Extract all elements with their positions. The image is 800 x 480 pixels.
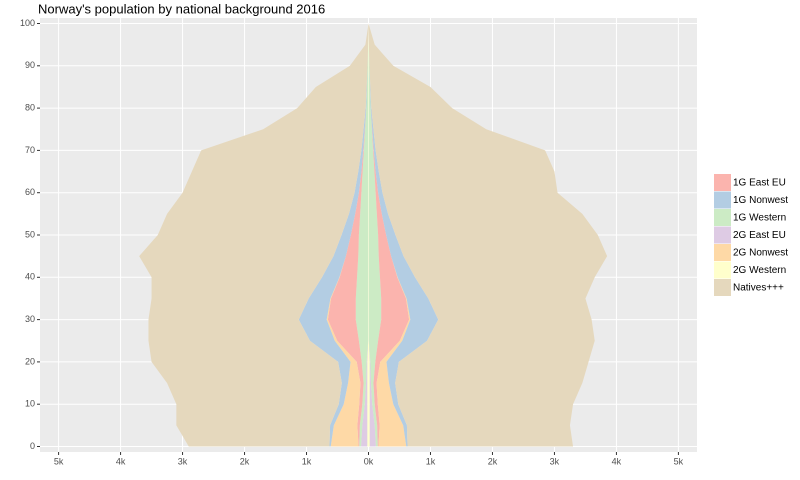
area xyxy=(355,23,369,447)
legend-label: 1G Western xyxy=(733,213,786,224)
area xyxy=(368,23,608,447)
y-tick-label: 20 xyxy=(25,356,35,366)
legend-label: 2G Nonwest xyxy=(733,248,788,259)
legend-key xyxy=(714,209,731,226)
y-tick-label: 60 xyxy=(25,187,35,197)
x-tick-label: 4k xyxy=(612,456,622,466)
y-tick-label: 10 xyxy=(25,399,35,409)
y-tick-label: 90 xyxy=(25,60,35,70)
x-tick-label: 1k xyxy=(426,456,436,466)
y-tick-label: 40 xyxy=(25,272,35,282)
x-tick-label: 1k xyxy=(302,456,312,466)
legend-label: 1G East EU xyxy=(733,178,786,189)
legend-key xyxy=(714,226,731,244)
area xyxy=(368,23,410,447)
x-tick-label: 2k xyxy=(240,456,250,466)
y-tick-label: 50 xyxy=(25,229,35,239)
y-tick-label: 0 xyxy=(30,441,35,451)
y-tick-label: 80 xyxy=(25,102,35,112)
area xyxy=(368,23,439,447)
legend-key xyxy=(714,261,731,279)
x-tick-label: 3k xyxy=(550,456,560,466)
area xyxy=(326,23,369,447)
x-tick-label: 3k xyxy=(178,456,188,466)
y-tick-label: 70 xyxy=(25,145,35,155)
y-tick-label: 30 xyxy=(25,314,35,324)
area xyxy=(139,23,369,447)
x-tick-label: 0k xyxy=(364,456,374,466)
legend-label: 1G Nonwest xyxy=(733,195,788,206)
legend-key xyxy=(714,244,731,261)
legend-key xyxy=(714,191,731,209)
x-tick-label: 5k xyxy=(674,456,684,466)
legend-label: 2G East EU xyxy=(733,230,786,241)
legend-key xyxy=(714,174,731,191)
legend-key xyxy=(714,279,731,296)
x-tick-label: 2k xyxy=(488,456,498,466)
area xyxy=(298,23,369,447)
legend-label: 2G Western xyxy=(733,265,786,276)
area xyxy=(327,23,369,447)
area xyxy=(368,23,382,447)
x-tick-label: 4k xyxy=(116,456,126,466)
legend-label: Natives+++ xyxy=(733,283,784,294)
area xyxy=(368,23,411,447)
x-tick-label: 5k xyxy=(54,456,64,466)
chart-title: Norway's population by national backgrou… xyxy=(38,1,325,16)
y-tick-label: 100 xyxy=(20,18,35,28)
